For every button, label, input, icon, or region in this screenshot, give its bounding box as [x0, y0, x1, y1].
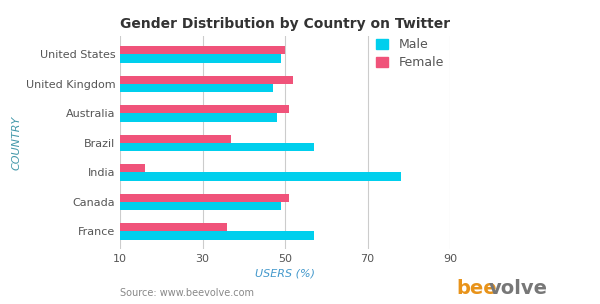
X-axis label: USERS (%): USERS (%)	[255, 268, 315, 278]
Bar	[79, 143, 314, 151]
Bar	[79, 135, 232, 143]
Bar	[79, 172, 401, 181]
Bar	[79, 46, 285, 54]
Text: Source: www.beevolve.com: Source: www.beevolve.com	[120, 288, 254, 298]
Legend: Male, Female: Male, Female	[376, 39, 444, 70]
Bar	[79, 105, 289, 113]
Bar	[79, 231, 314, 240]
Bar	[79, 76, 293, 84]
Bar	[79, 84, 272, 92]
Bar	[79, 113, 277, 122]
Text: volve: volve	[489, 279, 548, 298]
Bar	[79, 194, 289, 202]
Bar	[79, 202, 281, 210]
Y-axis label: COUNTRY: COUNTRY	[11, 116, 22, 170]
Title: Gender Distribution by Country on Twitter: Gender Distribution by Country on Twitte…	[120, 17, 450, 31]
Text: bee: bee	[456, 279, 497, 298]
Bar	[79, 164, 145, 172]
Bar	[79, 54, 281, 63]
Bar	[79, 223, 227, 231]
